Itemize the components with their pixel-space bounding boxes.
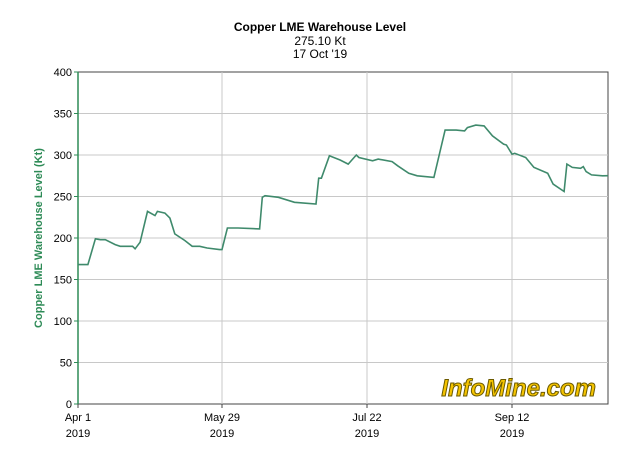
x-tick-year: 2019 [210, 428, 234, 440]
y-tick-label: 200 [54, 233, 72, 245]
x-tick-label: Apr 1 [65, 412, 91, 424]
x-tick-year: 2019 [500, 428, 524, 440]
y-tick-label: 300 [54, 150, 72, 162]
y-tick-label: 100 [54, 316, 72, 328]
y-tick-label: 400 [54, 67, 72, 79]
x-tick-label: Jul 22 [352, 412, 381, 424]
x-tick-label: May 29 [204, 412, 240, 424]
y-tick-label: 50 [60, 358, 72, 370]
x-tick-year: 2019 [66, 428, 90, 440]
y-tick-label: 350 [54, 109, 72, 121]
y-tick-label: 250 [54, 192, 72, 204]
series-line [78, 124, 609, 266]
chart-title: Copper LME Warehouse Level [233, 20, 407, 34]
y-axis-label: Copper LME Warehouse Level (Kt) [33, 148, 45, 328]
y-tick-label: 0 [66, 399, 72, 411]
watermark-logo: InfoMine.com [441, 375, 596, 402]
chart-date: 17 Oct '19 [292, 47, 348, 61]
y-tick-label: 150 [54, 275, 72, 287]
chart-subtitle: 275.10 Kt [294, 34, 346, 48]
x-tick-label: Sep 12 [495, 412, 530, 424]
x-tick-year: 2019 [355, 428, 379, 440]
